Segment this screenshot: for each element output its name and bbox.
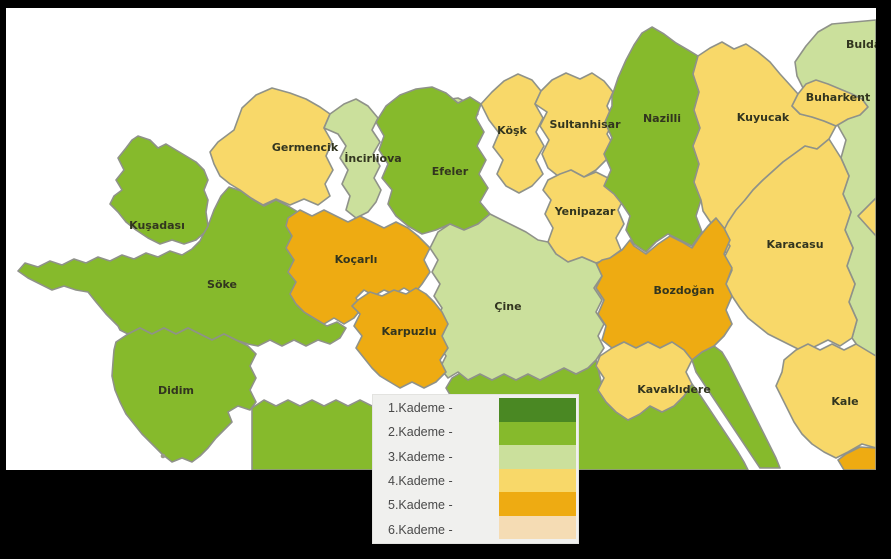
district-label-kocarli: Koçarlı (335, 253, 378, 266)
legend-label-5: 5.Kademe - (388, 498, 453, 513)
legend-swatch-tier2 (499, 421, 576, 445)
islet-dot (160, 453, 166, 459)
legend-label-3: 3.Kademe - (388, 449, 453, 464)
legend-label-1: 1.Kademe - (388, 401, 453, 416)
district-label-kosk: Köşk (497, 124, 527, 137)
legend-label-4: 4.Kademe - (388, 474, 453, 489)
district-label-sultanhisar: Sultanhisar (549, 118, 621, 131)
district-label-nazilli: Nazilli (643, 112, 681, 125)
region-corner-orange (837, 446, 876, 470)
choropleth-map: Kuşadası Söke Didim Germencik İncirliova… (6, 8, 876, 470)
legend-swatch-tier5 (499, 492, 576, 516)
district-label-karacasu: Karacasu (766, 238, 823, 251)
district-efeler (375, 86, 491, 235)
district-karpuzlu (351, 287, 449, 389)
legend-swatch-tier4 (499, 468, 576, 492)
district-label-yenipazar: Yenipazar (554, 205, 616, 218)
district-kusadasi (109, 135, 209, 245)
district-nazilli (603, 26, 703, 253)
district-didim (111, 327, 257, 463)
map-canvas: Kuşadası Söke Didim Germencik İncirliova… (6, 8, 876, 470)
district-label-kale: Kale (831, 395, 858, 408)
district-label-karpuzlu: Karpuzlu (381, 325, 436, 338)
district-label-incirliova: İncirliova (344, 151, 401, 165)
district-label-bozdogan: Bozdoğan (654, 284, 715, 297)
district-incirliova (323, 98, 382, 219)
district-label-buldan: Buldan (846, 38, 876, 51)
legend-item-6: 6.Kademe - (388, 518, 498, 542)
legend-labels: 1.Kademe - 2.Kademe - 3.Kademe - 4.Kadem… (388, 396, 498, 542)
district-kale (775, 343, 876, 459)
district-kosk (480, 73, 545, 194)
legend-item-2: 2.Kademe - (388, 420, 498, 444)
district-kocarli (285, 209, 431, 325)
legend-swatch-column (499, 398, 576, 539)
legend-item-4: 4.Kademe - (388, 469, 498, 493)
district-label-kusadasi: Kuşadası (129, 219, 185, 232)
district-label-efeler: Efeler (432, 165, 469, 178)
legend-swatch-tier3 (499, 445, 576, 469)
legend-item-1: 1.Kademe - (388, 396, 498, 420)
district-label-cine: Çine (494, 300, 521, 313)
legend-item-3: 3.Kademe - (388, 445, 498, 469)
legend-item-5: 5.Kademe - (388, 493, 498, 517)
district-label-soke: Söke (207, 278, 237, 291)
district-buharkent (791, 79, 869, 127)
legend: 1.Kademe - 2.Kademe - 3.Kademe - 4.Kadem… (372, 394, 579, 544)
legend-swatch-tier1 (499, 398, 576, 422)
region-right-edge-wedge (857, 197, 876, 237)
legend-label-6: 6.Kademe - (388, 522, 453, 537)
legend-swatch-tier6 (499, 515, 576, 539)
district-label-buharkent: Buharkent (806, 91, 870, 104)
district-label-germencik: Germencik (272, 141, 339, 154)
district-kavaklidere (595, 341, 693, 421)
district-label-didim: Didim (158, 384, 194, 397)
district-label-kavaklidere: Kavaklıdere (637, 383, 711, 396)
region-green-wedge (691, 345, 781, 469)
district-germencik (209, 87, 334, 206)
district-label-kuyucak: Kuyucak (737, 111, 790, 124)
legend-label-2: 2.Kademe - (388, 425, 453, 440)
